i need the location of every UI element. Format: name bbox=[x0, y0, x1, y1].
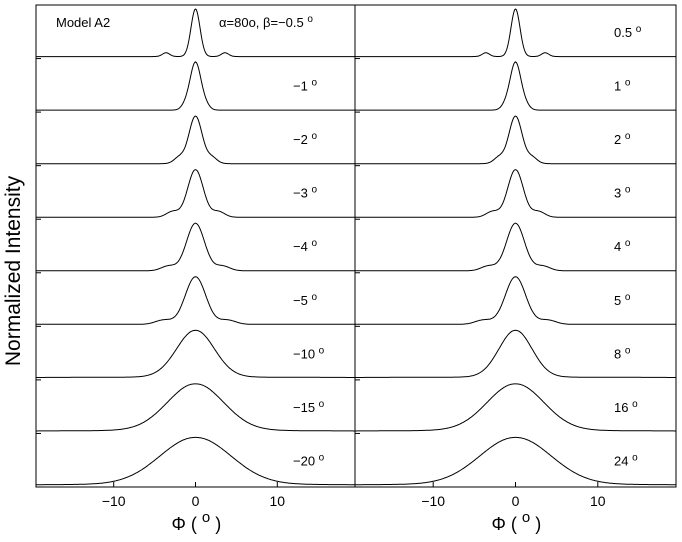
series-label: −4 o bbox=[293, 238, 317, 255]
series-label: 5 o bbox=[614, 291, 631, 308]
profile-curve bbox=[36, 8, 355, 58]
panel-right: 0.5 o 1 o 2 o 3 o 4 o 5 o 8 o 16 o 24 o −10 0 10 Φ (… bbox=[354, 4, 677, 535]
header-annotation: α=80o, β=−0.5 o bbox=[219, 14, 313, 31]
profile-curve bbox=[355, 383, 676, 432]
profile-curve bbox=[36, 169, 355, 218]
profile-curve bbox=[36, 115, 355, 165]
profile-curve bbox=[355, 329, 676, 378]
series-label: −3 o bbox=[293, 184, 317, 201]
series-label: 24 o bbox=[614, 452, 638, 469]
profile-curve bbox=[355, 8, 676, 58]
profile-curve bbox=[36, 436, 355, 486]
series-label: −10 o bbox=[293, 345, 325, 362]
x-tick-label: 10 bbox=[590, 493, 606, 509]
series-label: 8 o bbox=[614, 345, 631, 362]
profile-curve bbox=[36, 383, 355, 432]
panel-left: −1 o −2 o −3 o −4 o −5 o −10 o −15 o −20 o α=80o… bbox=[35, 4, 356, 535]
x-tick-label: 10 bbox=[270, 493, 286, 509]
x-tick-label: 0 bbox=[192, 493, 200, 509]
profile-curve bbox=[355, 61, 676, 111]
profile-curve bbox=[36, 61, 355, 111]
profile-curve bbox=[355, 276, 676, 325]
x-tick-label: 0 bbox=[512, 493, 520, 509]
profile-curve bbox=[355, 169, 676, 218]
series-label: −2 o bbox=[293, 131, 317, 148]
series-label: −5 o bbox=[293, 291, 317, 308]
series-label: −1 o bbox=[293, 77, 317, 94]
model-label: Model A2 bbox=[56, 15, 110, 30]
profile-curve bbox=[355, 222, 676, 272]
series-label: 4 o bbox=[614, 238, 631, 255]
profile-curve bbox=[355, 115, 676, 165]
series-label: −15 o bbox=[293, 398, 325, 415]
x-tick-label: −10 bbox=[102, 493, 126, 509]
series-label: −20 o bbox=[293, 452, 325, 469]
profile-curve bbox=[355, 436, 676, 486]
x-tick-label: −10 bbox=[421, 493, 445, 509]
x-axis-label: Φ ( o ) bbox=[492, 509, 542, 535]
series-label: 16 o bbox=[614, 398, 638, 415]
x-axis-label: Φ ( o ) bbox=[172, 509, 222, 535]
profile-curve bbox=[36, 222, 355, 272]
profile-curve bbox=[36, 276, 355, 325]
series-label: 2 o bbox=[614, 131, 631, 148]
series-label: 3 o bbox=[614, 184, 631, 201]
series-label: 1 o bbox=[614, 77, 631, 94]
profile-curve bbox=[36, 329, 355, 378]
series-label: 0.5 o bbox=[614, 24, 642, 41]
